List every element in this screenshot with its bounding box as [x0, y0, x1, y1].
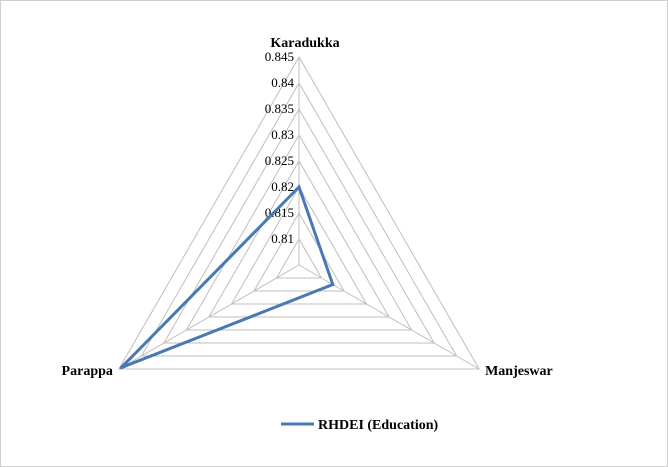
category-label: Karadukka [270, 36, 339, 51]
grid-ring [163, 108, 435, 344]
grid-ring [275, 237, 323, 279]
category-labels: Karadukka Manjeswar Parappa [62, 36, 553, 379]
data-point [297, 185, 301, 189]
tick-label: 0.83 [271, 127, 294, 142]
grid-ring [118, 55, 480, 370]
data-point [331, 283, 335, 286]
grid-spoke [298, 264, 480, 370]
legend: RHDEI (Education) [281, 418, 439, 433]
category-label: Manjeswar [485, 364, 553, 379]
series-group [119, 184, 335, 370]
tick-label: 0.835 [265, 101, 294, 116]
tick-label: 0.825 [265, 153, 294, 168]
grid-ring [208, 160, 390, 318]
grid-ring [140, 81, 458, 357]
grid-ring [185, 134, 413, 331]
legend-label: RHDEI (Education) [318, 418, 439, 433]
grid-ring [230, 185, 368, 305]
series-line [120, 184, 335, 370]
data-point [119, 366, 123, 370]
category-label: Parappa [62, 364, 113, 379]
radar-spokes [118, 57, 480, 370]
tick-label: 0.84 [271, 75, 294, 90]
tick-label: 0.82 [271, 179, 294, 194]
tick-label: 0.845 [265, 49, 294, 64]
tick-label: 0.81 [271, 231, 294, 246]
grid-spoke [118, 264, 300, 370]
